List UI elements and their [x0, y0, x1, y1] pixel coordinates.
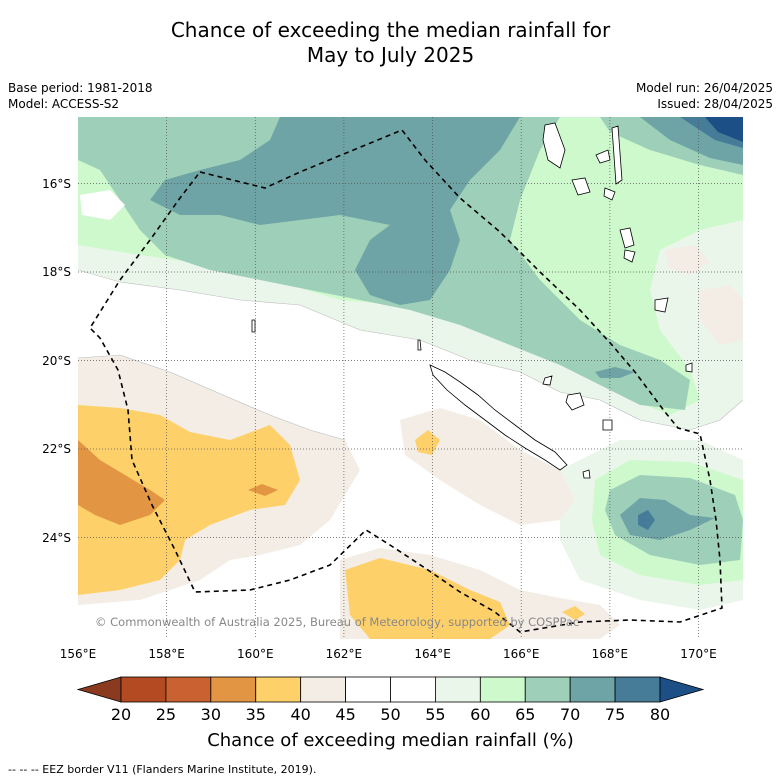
lon-label-160e: 160°E [237, 647, 274, 661]
meta-left: Base period: 1981-2018 Model: ACCESS-S2 [8, 80, 153, 112]
colorbar-tick-label: 60 [470, 705, 490, 724]
lon-label-162e: 162°E [326, 647, 363, 661]
colorbar-tick-label: 30 [201, 705, 221, 724]
colorbar-swatch [524, 676, 571, 703]
copyright-text: © Commonwealth of Australia 2025, Bureau… [95, 615, 579, 629]
lat-label-16s: 16°S [42, 177, 71, 191]
colorbar-swatch [345, 676, 391, 703]
colorbar-tick-label: 65 [515, 705, 535, 724]
eez-footnote: -- -- -- EEZ border V11 (Flanders Marine… [8, 763, 317, 776]
contour-above-80 [705, 117, 743, 142]
meta-right: Model run: 26/04/2025 Issued: 28/04/2025 [636, 80, 773, 112]
colorbar-swatch [569, 676, 616, 703]
rainfall-contours: © Commonwealth of Australia 2025, Bureau… [78, 117, 743, 639]
colorbar-tick-label: 75 [605, 705, 625, 724]
contour-30-35 [78, 440, 165, 525]
colorbar-tick-label: 45 [335, 705, 355, 724]
contour-40-45-e [700, 285, 743, 345]
contour-70-75 [150, 117, 520, 305]
colorbar-tick-label: 20 [111, 705, 131, 724]
lon-label-170e: 170°E [680, 647, 717, 661]
title-line-2: May to July 2025 [306, 43, 475, 67]
colorbar-swatch [435, 676, 481, 703]
base-period: Base period: 1981-2018 [8, 81, 153, 95]
lon-label-164e: 164°E [414, 647, 451, 661]
colorbar-tick-label: 55 [425, 705, 445, 724]
colorbar-tick-label: 25 [156, 705, 176, 724]
lon-label-166e: 166°E [503, 647, 540, 661]
colorbar: 20 25 30 35 40 45 50 55 60 65 70 75 80 [76, 676, 705, 724]
colorbar-swatch [479, 676, 526, 703]
colorbar-swatch [390, 676, 436, 703]
colorbar-tick-label: 50 [380, 705, 400, 724]
chart-title: Chance of exceeding the median rainfall … [0, 18, 781, 68]
loyalty-islands [542, 375, 613, 431]
colorbar-label: Chance of exceeding median rainfall (%) [207, 730, 574, 751]
colorbar-tick-label: 40 [290, 705, 310, 724]
lon-label-156e: 156°E [60, 647, 97, 661]
contour-70-75-se [620, 498, 715, 540]
contour-40-45-mid [400, 408, 575, 525]
colorbar-swatch [165, 676, 212, 703]
colorbar-swatch [300, 676, 346, 703]
contour-35-40 [78, 405, 300, 595]
contour-75-80-se [638, 510, 655, 530]
colorbar-swatch [210, 676, 257, 703]
contour-70-75-mid [595, 367, 635, 378]
colorbar-swatch [614, 676, 661, 703]
issued-date: Issued: 28/04/2025 [657, 97, 773, 111]
contour-35-40-s [345, 558, 510, 639]
title-line-1: Chance of exceeding the median rainfall … [170, 18, 611, 42]
colorbar-swatch [255, 676, 302, 703]
vanuatu-islands [542, 122, 693, 479]
model-run: Model run: 26/04/2025 [635, 81, 773, 95]
colorbar-tick-label: 35 [246, 705, 266, 724]
colorbar-low-extend [76, 676, 122, 703]
contour-35-40-s2 [562, 606, 585, 620]
small-islands [251, 319, 422, 351]
lon-label-168e: 168°E [592, 647, 629, 661]
colorbar-tick-label: 70 [560, 705, 580, 724]
lat-label-24s: 24°S [42, 531, 71, 545]
model-name: Model: ACCESS-S2 [8, 97, 120, 111]
contour-lines [78, 269, 743, 441]
lat-label-22s: 22°S [42, 442, 71, 456]
contour-35-40-mid [415, 430, 440, 455]
lon-label-158e: 158°E [148, 647, 185, 661]
colorbar-tick-label: 80 [650, 705, 670, 724]
new-caledonia-island [429, 364, 568, 471]
lat-label-18s: 18°S [42, 265, 71, 279]
colorbar-swatch [120, 676, 167, 703]
eez-border [88, 129, 723, 633]
grid-lines [78, 117, 743, 639]
contour-45-55-pocket [80, 190, 125, 220]
lat-label-20s: 20°S [42, 354, 71, 368]
colorbar-high-extend [659, 676, 705, 703]
